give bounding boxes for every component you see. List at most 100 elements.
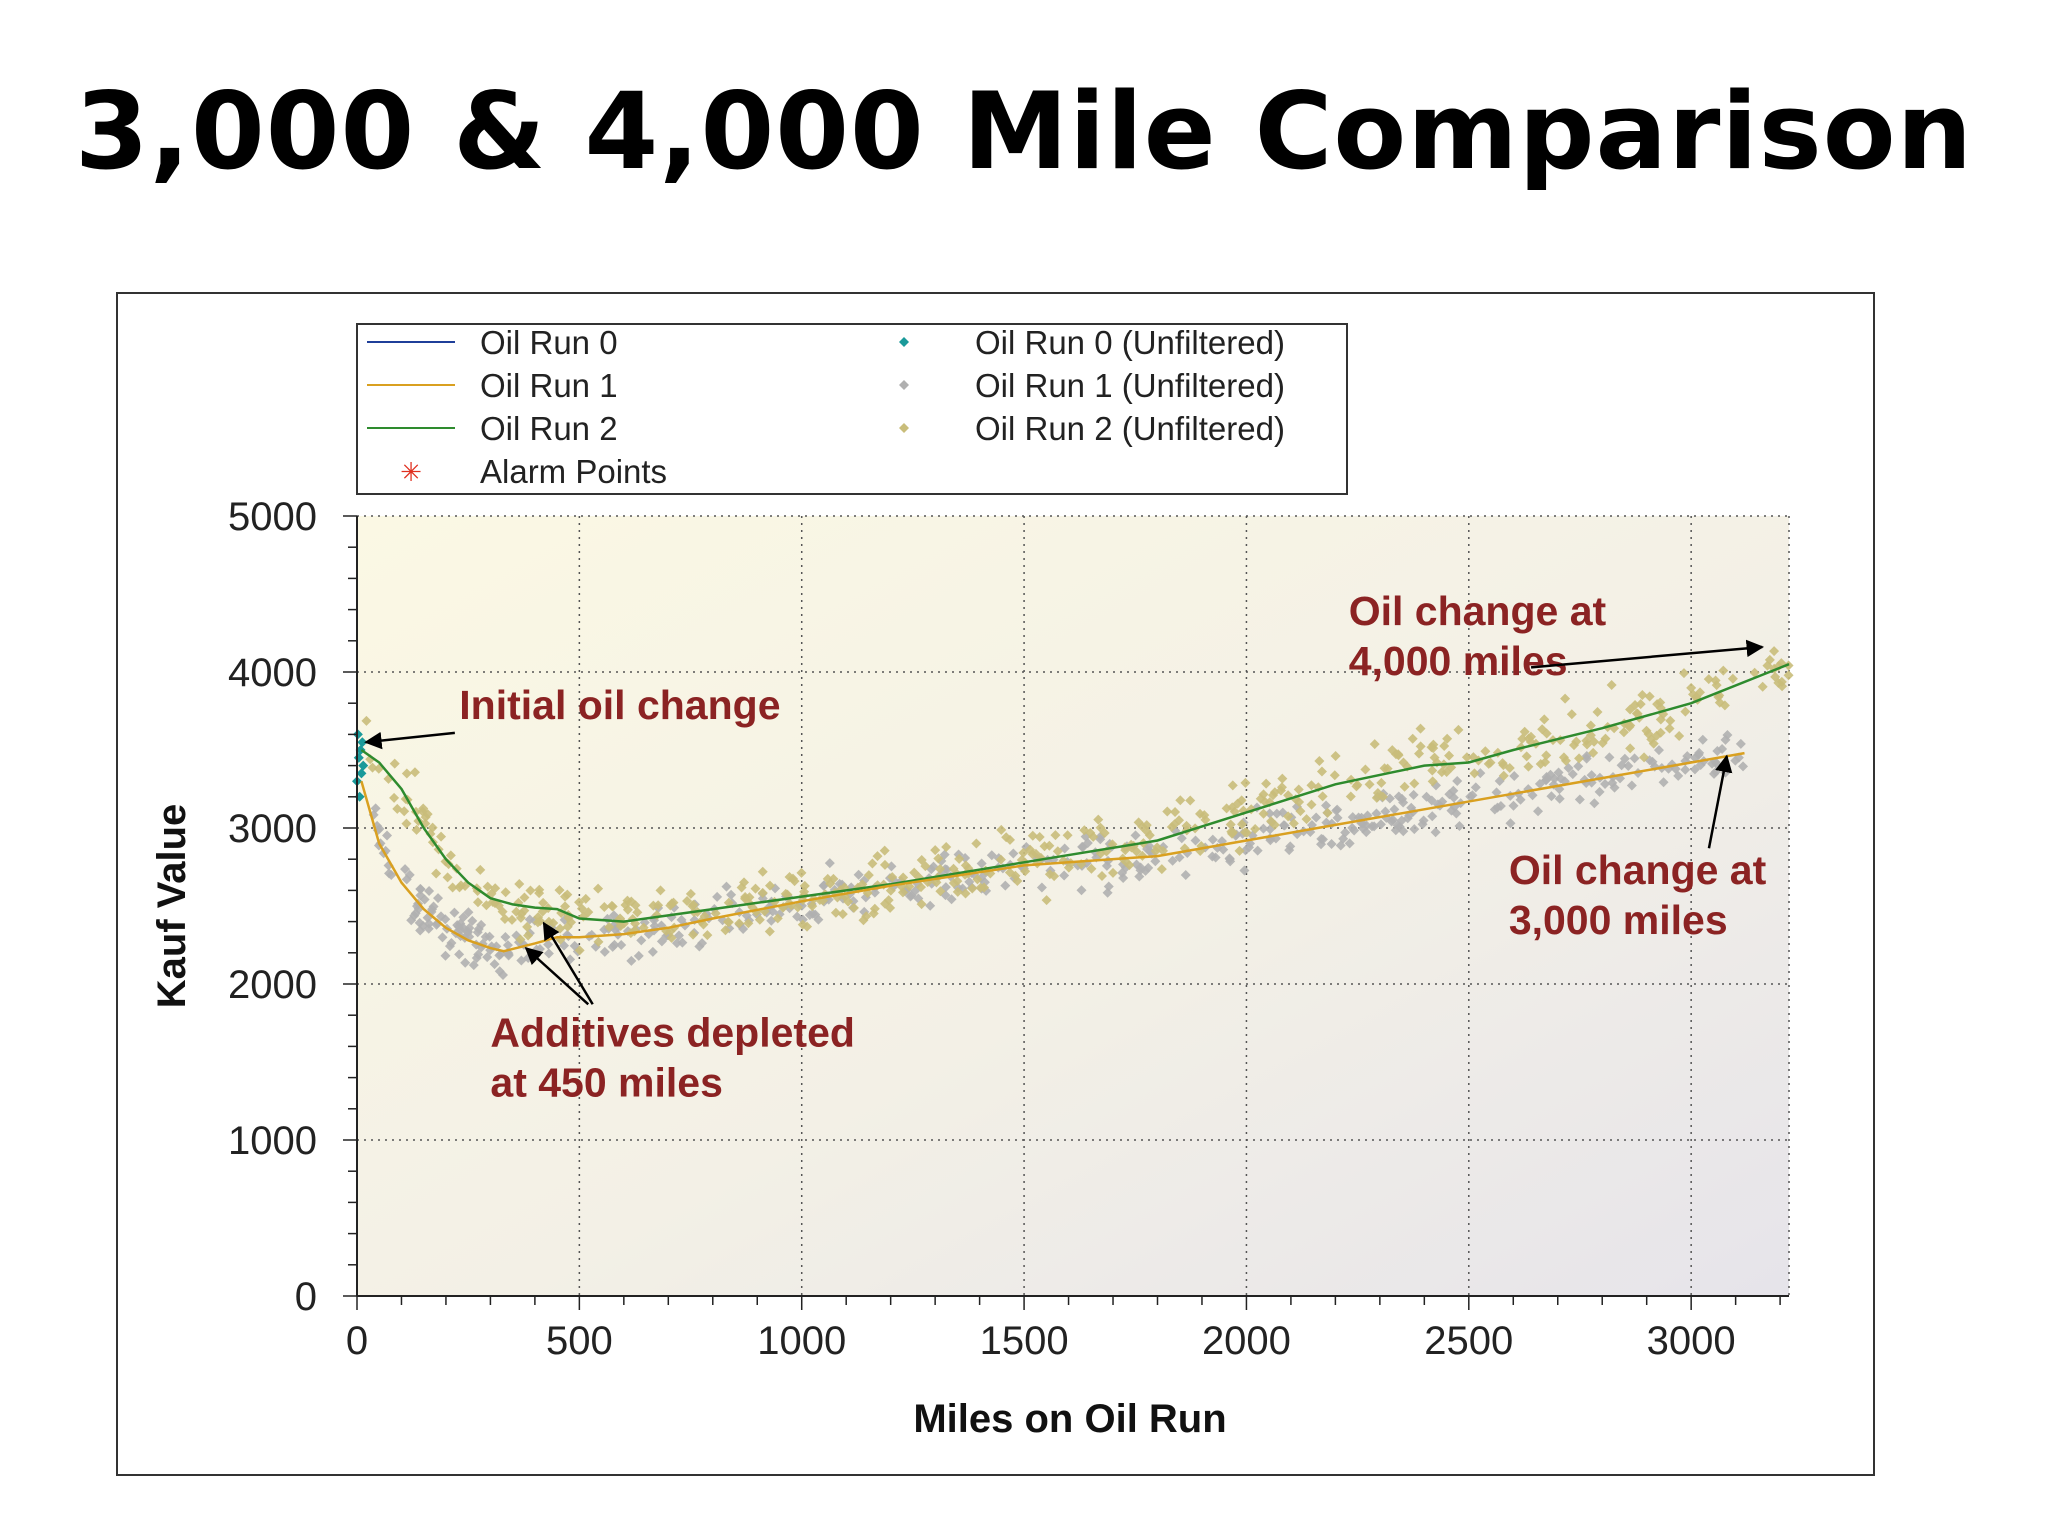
legend: Oil Run 0 Oil Run 1 Oil Run 2 ✳ Alarm Points… [356,323,1348,495]
unfiltered-point [440,914,451,925]
unfiltered-point [497,969,508,980]
x-tick-label: 3000 [1647,1319,1736,1363]
unfiltered-point [1076,885,1087,896]
unfiltered-point [1166,821,1177,832]
unfiltered-point [1631,708,1642,719]
legend-label: Oil Run 2 (Unfiltered) [975,410,1285,447]
unfiltered-point [1581,753,1592,764]
unfiltered-point [554,885,565,896]
unfiltered-point [1236,819,1247,830]
unfiltered-point [1082,838,1093,849]
unfiltered-point [1415,723,1426,734]
unfiltered-point [599,946,610,957]
unfiltered-point [1560,693,1571,704]
unfiltered-point [1227,780,1238,791]
unfiltered-point [1258,823,1269,834]
unfiltered-point [514,878,525,889]
unfiltered-point [515,912,526,923]
unfiltered-point [1344,838,1355,849]
unfiltered-point [1398,797,1409,808]
unfiltered-point [1099,828,1110,839]
unfiltered-point [1515,794,1526,805]
unfiltered-point [1332,804,1343,815]
unfiltered-point [1224,853,1235,864]
unfiltered-point [500,932,511,943]
unfiltered-point [935,864,946,875]
unfiltered-point [1665,715,1676,726]
unfiltered-point [972,874,983,885]
legend-diamond-swatch [899,423,909,433]
unfiltered-point [1167,855,1178,866]
unfiltered-point [789,876,800,887]
annotation-label: 4,000 miles [1349,638,1568,684]
unfiltered-point [1301,814,1312,825]
annotation-label: Oil change at [1509,847,1767,893]
unfiltered-point [445,850,456,861]
annotation-arrow [542,921,594,1005]
unfiltered-point [1619,753,1630,764]
unfiltered-point [1295,806,1306,817]
unfiltered-point [765,880,776,891]
annotation-label: Initial oil change [459,682,780,728]
unfiltered-point [389,792,400,803]
unfiltered-point [848,902,859,913]
unfiltered-point [604,922,615,933]
unfiltered-point [975,882,986,893]
unfiltered-point [772,913,783,924]
unfiltered-point [436,831,447,842]
unfiltered-point [538,897,549,908]
unfiltered-point [1527,790,1538,801]
unfiltered-point [1041,895,1052,906]
unfiltered-point [1399,781,1410,792]
unfiltered-point [1131,846,1142,857]
unfiltered-point [1607,777,1618,788]
unfiltered-point [1393,791,1404,802]
unfiltered-point [1050,830,1061,841]
unfiltered-point [1426,795,1437,806]
legend-label: Oil Run 0 (Unfiltered) [975,324,1285,361]
unfiltered-point [967,883,978,894]
unfiltered-point [1639,752,1650,763]
unfiltered-point [1444,750,1455,761]
unfiltered-point [443,859,454,870]
unfiltered-point [433,893,444,904]
unfiltered-point [1175,795,1186,806]
unfiltered-point [1144,830,1155,841]
unfiltered-point [1004,834,1015,845]
unfiltered-point [580,893,591,904]
unfiltered-point [626,896,637,907]
unfiltered-point [1589,798,1600,809]
unfiltered-point [1776,676,1787,687]
unfiltered-point [740,892,751,903]
series-line [360,663,1790,923]
unfiltered-point [1674,731,1685,742]
unfiltered-point [1181,820,1192,831]
unfiltered-point [1408,789,1419,800]
unfiltered-point [916,855,927,866]
unfiltered-point [515,934,526,945]
unfiltered-point [1491,787,1502,798]
unfiltered-point [1144,845,1155,856]
unfiltered-point [1156,864,1167,875]
unfiltered-point [1409,778,1420,789]
unfiltered-point [1448,785,1459,796]
unfiltered-point [1258,808,1269,819]
unfiltered-point [626,955,637,966]
unfiltered-point [673,930,684,941]
unfiltered-point [1573,761,1584,772]
unfiltered-point [885,902,896,913]
unfiltered-point [995,854,1006,865]
unfiltered-point [960,888,971,899]
unfiltered-point [887,872,898,883]
unfiltered-point [1694,747,1705,758]
slide-title: 3,000 & 4,000 Mile Comparison [74,70,1974,193]
unfiltered-point [905,891,916,902]
unfiltered-point [1180,869,1191,880]
unfiltered-point [423,923,434,934]
unfiltered-point [473,949,484,960]
unfiltered-point [409,767,420,778]
unfiltered-point [736,882,747,893]
unfiltered-point [952,886,963,897]
unfiltered-point [411,824,422,835]
x-tick-label: 2500 [1424,1319,1513,1363]
